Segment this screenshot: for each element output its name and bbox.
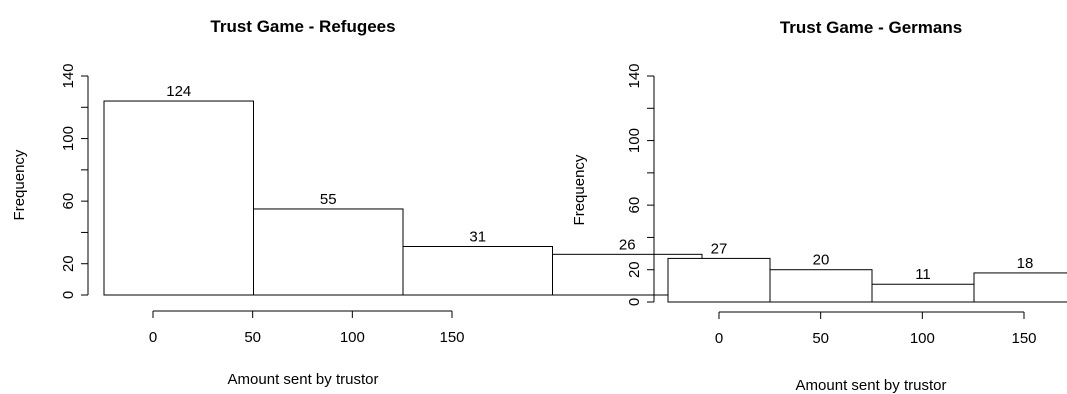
x-tick-label: 150 <box>1011 330 1036 347</box>
bar <box>871 283 975 303</box>
y-tick-label: 60 <box>626 197 643 214</box>
bar <box>769 269 873 303</box>
x-tick-label: 0 <box>149 329 157 346</box>
data-label: 55 <box>320 191 337 208</box>
x-tick-label: 100 <box>910 330 935 347</box>
y-tick-label: 100 <box>60 126 77 151</box>
bar <box>253 208 404 296</box>
y-tick-label: 140 <box>626 63 643 88</box>
y-axis: 0 20 60 100 140 <box>60 63 89 299</box>
germans-histogram: Trust Game - Germans Frequency Amount se… <box>571 18 1067 394</box>
y-tick-label: 20 <box>626 261 643 278</box>
bar <box>667 257 771 303</box>
x-tick-label: 0 <box>715 330 723 347</box>
y-tick-label: 100 <box>626 128 643 153</box>
data-label: 20 <box>813 252 830 269</box>
x-axis: 0 50 100 150 <box>715 311 1037 347</box>
x-axis-label: Amount sent by trustor <box>796 377 947 394</box>
x-tick-label: 150 <box>439 329 464 346</box>
y-tick-label: 0 <box>60 291 77 299</box>
x-tick-label: 50 <box>812 330 829 347</box>
x-tick-label: 100 <box>340 329 365 346</box>
y-tick-label: 140 <box>60 63 77 88</box>
data-label: 27 <box>711 240 728 257</box>
y-axis-label: Frequency <box>571 154 588 225</box>
x-tick-label: 50 <box>244 329 261 346</box>
x-axis: 0 50 100 150 <box>149 310 465 346</box>
data-label: 31 <box>469 229 486 246</box>
refugees-histogram: Trust Game - Refugees Frequency Amount s… <box>11 17 703 388</box>
bar <box>103 100 254 296</box>
y-axis-label: Frequency <box>11 149 28 220</box>
y-tick-label: 0 <box>626 298 643 306</box>
bar <box>973 272 1067 303</box>
chart-title: Trust Game - Refugees <box>210 17 395 36</box>
chart-title: Trust Game - Germans <box>780 18 962 37</box>
bars: 27 20 11 18 <box>667 240 1067 303</box>
x-axis-label: Amount sent by trustor <box>228 371 379 388</box>
data-label: 124 <box>166 83 191 100</box>
y-tick-label: 20 <box>60 255 77 272</box>
bars: 124 55 31 26 <box>103 83 703 296</box>
data-label: 18 <box>1017 255 1034 272</box>
data-label: 26 <box>619 236 636 253</box>
bar <box>402 246 553 296</box>
y-axis: 0 20 60 100 140 <box>626 63 655 306</box>
y-tick-label: 60 <box>60 193 77 210</box>
data-label: 11 <box>915 266 931 283</box>
